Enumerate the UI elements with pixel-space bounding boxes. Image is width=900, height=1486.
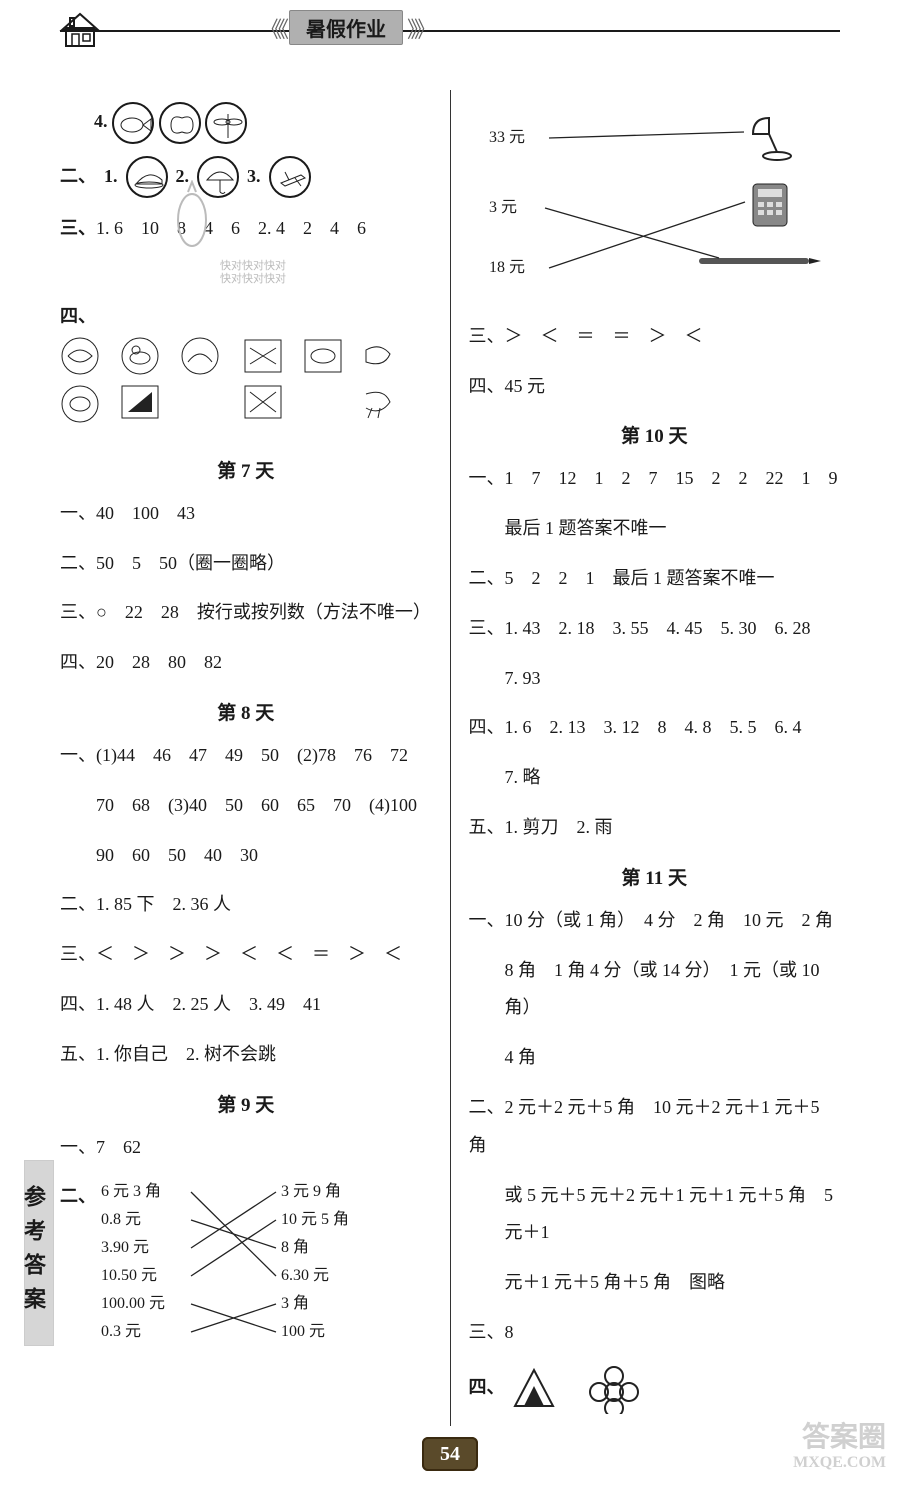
day11-l2b: 或 5 元＋5 元＋2 元＋1 元＋1 元＋5 角 5 元＋1 [469, 1177, 841, 1253]
banner-title: 暑假作业 [289, 10, 403, 45]
day10-l1b: 最后 1 题答案不唯一 [469, 510, 841, 548]
day11-l2c: 元＋1 元＋5 角＋5 角 图略 [469, 1264, 841, 1302]
calculator-icon [753, 184, 787, 226]
m-right-4: 3 角 [281, 1294, 309, 1312]
day8-l1: 一、(1)44 46 47 49 50 (2)78 76 72 [60, 737, 432, 775]
day10-l2: 二、5 2 2 1 最后 1 题答案不唯一 [469, 560, 841, 598]
m-left-3: 10.50 元 [101, 1267, 157, 1284]
watermark-small: 快对快对快对 快对快对快对 [220, 260, 432, 286]
m-left-1: 0.8 元 [101, 1211, 141, 1228]
r-sec3: 三、＞ ＜ ＝ ＝ ＞ ＜ [469, 318, 841, 356]
house-icon [58, 10, 102, 55]
day8-l4: 四、1. 48 人 2. 25 人 3. 49 41 [60, 986, 432, 1024]
top-match-diagram: 33 元 3 元 18 元 [469, 102, 841, 306]
m-right-5: 100 元 [281, 1323, 325, 1340]
day10-l3b: 7. 93 [469, 660, 841, 698]
tm-left-2: 18 元 [489, 259, 525, 276]
m-right-3: 6.30 元 [281, 1267, 329, 1284]
day11-l1c: 4 角 [469, 1039, 841, 1077]
sec2-n3: 3. [247, 158, 261, 196]
sec4-row: 四、 [60, 298, 432, 440]
day9-match: 二、 6 元 3 角 0.8 元 3.90 元 10.50 元 100.00 元… [60, 1178, 432, 1358]
tm-left-0: 33 元 [489, 129, 525, 146]
watermark-line2: MXQE.COM [793, 1454, 886, 1472]
circles-icon [590, 1367, 638, 1414]
chevron-right-icon: 》》 [407, 12, 432, 44]
watermark-line1: 答案圈 [793, 1423, 886, 1454]
sec4-prefix: 四、 [60, 306, 96, 326]
day8-l1c: 90 60 50 40 30 [60, 837, 432, 875]
page-number: 54 [422, 1443, 478, 1466]
day10-l4b: 7. 略 [469, 759, 841, 797]
m-right-0: 3 元 9 角 [281, 1182, 341, 1200]
day8-l1b: 70 68 (3)40 50 60 65 70 (4)100 [60, 787, 432, 825]
day7-l3: 三、○ 22 28 按行或按列数（方法不唯一） [60, 594, 432, 632]
m-right-2: 8 角 [281, 1238, 309, 1256]
day11-l2: 二、2 元＋2 元＋5 角 10 元＋2 元＋1 元＋5 角 [469, 1089, 841, 1165]
day8-l3: 三、＜ ＞ ＞ ＞ ＜ ＜ ＝ ＞ ＜ [60, 936, 432, 974]
day7-l4: 四、20 28 80 82 [60, 644, 432, 682]
header-banner: 《《 暑假作业 》》 [260, 10, 432, 45]
sec4-diagram [60, 336, 400, 426]
pen-icon [699, 258, 821, 264]
m-right-1: 10 元 5 角 [281, 1210, 349, 1228]
day11-l3: 三、8 [469, 1314, 841, 1352]
sec2-n1: 1. [104, 158, 118, 196]
r-sec4: 四、45 元 [469, 368, 841, 406]
day10-l3: 三、1. 43 2. 18 3. 55 4. 45 5. 30 6. 28 [469, 610, 841, 648]
day10-l5: 五、1. 剪刀 2. 雨 [469, 809, 841, 847]
day10-l4: 四、1. 6 2. 13 3. 12 8 4. 8 5. 5 6. 4 [469, 709, 841, 747]
q4-label: 4. [94, 111, 108, 131]
right-column: 33 元 3 元 18 元 [450, 90, 841, 1426]
day10-title: 第 10 天 [469, 421, 841, 448]
dragonfly-icon [205, 102, 247, 144]
day8-title: 第 8 天 [60, 698, 432, 725]
tm-left-1: 3 元 [489, 199, 517, 216]
day8-l5: 五、1. 你自己 2. 树不会跳 [60, 1036, 432, 1074]
triangle-icon [515, 1370, 553, 1406]
lamp-icon [753, 118, 791, 160]
day11-l1: 一、10 分（或 1 角） 4 分 2 角 10 元 2 角 [469, 902, 841, 940]
day11-l1b: 8 角 1 角 4 分（或 14 分） 1 元（或 10 角） [469, 952, 841, 1028]
left-column: 4. 二、 1. 2. 3. [60, 90, 450, 1426]
sec3-prefix: 三、 [60, 218, 96, 238]
day8-l2: 二、1. 85 下 2. 36 人 [60, 886, 432, 924]
day9-l1: 一、7 62 [60, 1129, 432, 1167]
page-number-badge: 54 [422, 1437, 478, 1471]
sec2-row: 二、 1. 2. 3. [60, 156, 432, 198]
day7-title: 第 7 天 [60, 456, 432, 483]
sec3-text: 1. 6 10 8 4 6 2. 4 2 4 6 [96, 218, 366, 238]
day9-title: 第 9 天 [60, 1090, 432, 1117]
day11-l4-prefix: 四、 [469, 1377, 505, 1397]
watermark-logo: 答案圈 MXQE.COM [793, 1423, 886, 1471]
m-left-4: 100.00 元 [101, 1295, 165, 1312]
day7-l2: 二、50 5 50（圈一圈略） [60, 545, 432, 583]
sec2-prefix: 二、 [60, 158, 96, 196]
day11-l4: 四、 [469, 1364, 841, 1414]
day9-l2-prefix: 二、 [60, 1186, 96, 1206]
day11-title: 第 11 天 [469, 863, 841, 890]
sec3-line: 三、1. 6 10 8 4 6 2. 4 2 4 6 [60, 210, 432, 248]
butterfly-icon [159, 102, 201, 144]
fish-icon [112, 102, 154, 144]
side-label: 参考答案 [24, 1160, 54, 1346]
page-header: 《《 暑假作业 》》 [60, 30, 840, 90]
day10-l1: 一、1 7 12 1 2 7 15 2 2 22 1 9 [469, 460, 841, 498]
q4-row: 4. [60, 102, 432, 144]
plane-icon [269, 156, 311, 198]
m-left-2: 3.90 元 [101, 1239, 149, 1256]
chevron-left-icon: 《《 [260, 12, 285, 44]
cap-icon [126, 156, 168, 198]
day7-l1: 一、40 100 43 [60, 495, 432, 533]
m-left-5: 0.3 元 [101, 1323, 141, 1340]
m-left-0: 6 元 3 角 [101, 1182, 161, 1200]
